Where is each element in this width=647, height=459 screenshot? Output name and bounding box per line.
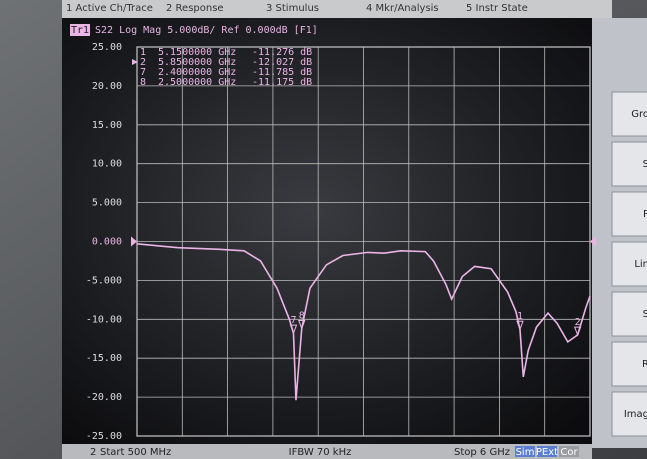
menu-item: 3 Stimulus xyxy=(266,3,319,14)
y-tick-label: -5.000 xyxy=(86,275,122,286)
marker-freq: 2.5000000 GHz xyxy=(158,77,236,88)
menu-item: 5 Instr State xyxy=(466,3,528,14)
status-start: Start 500 MHz xyxy=(100,447,171,458)
marker xyxy=(289,324,298,335)
marker-tag: 7 xyxy=(290,315,296,326)
marker-value: -11.276 dB xyxy=(252,47,312,58)
side-button-label: S xyxy=(643,159,647,170)
side-button[interactable] xyxy=(611,291,647,337)
screen xyxy=(62,18,612,444)
side-button-label: P xyxy=(643,209,647,220)
reference-arrow xyxy=(590,236,596,247)
marker-id: 1 xyxy=(140,47,146,58)
marker-tag: 2 xyxy=(575,317,581,328)
menu-item: 4 Mkr/Analysis xyxy=(366,3,439,14)
menu-item: 1 Active Ch/Trace xyxy=(66,3,153,14)
reference-arrow xyxy=(131,236,137,247)
menu-bar xyxy=(62,0,612,18)
y-tick-label: -25.00 xyxy=(86,431,122,442)
status-ifbw: IFBW 70 kHz xyxy=(289,447,352,458)
y-tick-label: -15.00 xyxy=(86,353,122,364)
marker-freq: 5.8500000 GHz xyxy=(158,57,236,68)
status-bar xyxy=(62,444,592,459)
marker-value: -11.785 dB xyxy=(252,67,312,78)
marker xyxy=(516,320,524,331)
status-flag: PExt xyxy=(536,447,558,458)
active-marker-pointer xyxy=(132,59,138,65)
side-button-label: Lin xyxy=(634,259,647,270)
marker-id: 8 xyxy=(140,77,146,88)
marker-id: 2 xyxy=(140,57,146,68)
marker-value: -12.027 dB xyxy=(252,57,312,68)
y-tick-label: 5.000 xyxy=(92,198,122,209)
status-stop: Stop 6 GHz xyxy=(454,447,510,458)
marker-id: 7 xyxy=(140,67,146,78)
status-flag: Cor xyxy=(560,447,578,458)
status-flag-bg xyxy=(515,446,535,457)
side-button-label: R xyxy=(642,359,647,370)
y-tick-label: 10.00 xyxy=(92,159,122,170)
side-button-label: Imag xyxy=(624,409,647,420)
marker-freq: 5.1500000 GHz xyxy=(158,47,236,58)
side-button[interactable] xyxy=(611,141,647,187)
marker-freq: 2.4000000 GHz xyxy=(158,67,236,78)
y-tick-label: -20.00 xyxy=(86,392,122,403)
side-button[interactable] xyxy=(611,191,647,237)
trace-badge-bg xyxy=(70,24,90,36)
marker xyxy=(573,326,582,337)
y-tick-label: 15.00 xyxy=(92,120,122,131)
marker-tag: 8 xyxy=(299,310,305,321)
status-flag-bg xyxy=(559,446,579,457)
y-tick-label: -10.00 xyxy=(86,314,122,325)
y-tick-label: 0.000 xyxy=(92,237,122,248)
status-flag: Sim xyxy=(516,447,535,458)
chart-title: S22 Log Mag 5.000dB/ Ref 0.000dB [F1] xyxy=(95,25,318,36)
marker-value: -11.175 dB xyxy=(252,77,312,88)
chart: 1 Active Ch/Trace 2 Response 3 Stimulus 4 M… xyxy=(66,3,647,458)
side-button-label: Gro xyxy=(631,109,647,120)
status-channel: 2 xyxy=(90,447,96,458)
side-button[interactable] xyxy=(611,91,647,137)
side-button[interactable] xyxy=(611,241,647,287)
marker-tag: 1 xyxy=(517,311,523,322)
status-flag-bg xyxy=(537,446,557,457)
trace-line xyxy=(136,243,591,401)
y-tick-label: 20.00 xyxy=(92,81,122,92)
side-button[interactable] xyxy=(611,341,647,387)
marker xyxy=(298,319,306,330)
menu-item: 2 Response xyxy=(166,3,224,14)
side-button[interactable] xyxy=(611,391,647,437)
trace-badge: Tr1 xyxy=(71,25,89,36)
side-button-label: S xyxy=(643,309,647,320)
y-tick-label: 25.00 xyxy=(92,42,122,53)
